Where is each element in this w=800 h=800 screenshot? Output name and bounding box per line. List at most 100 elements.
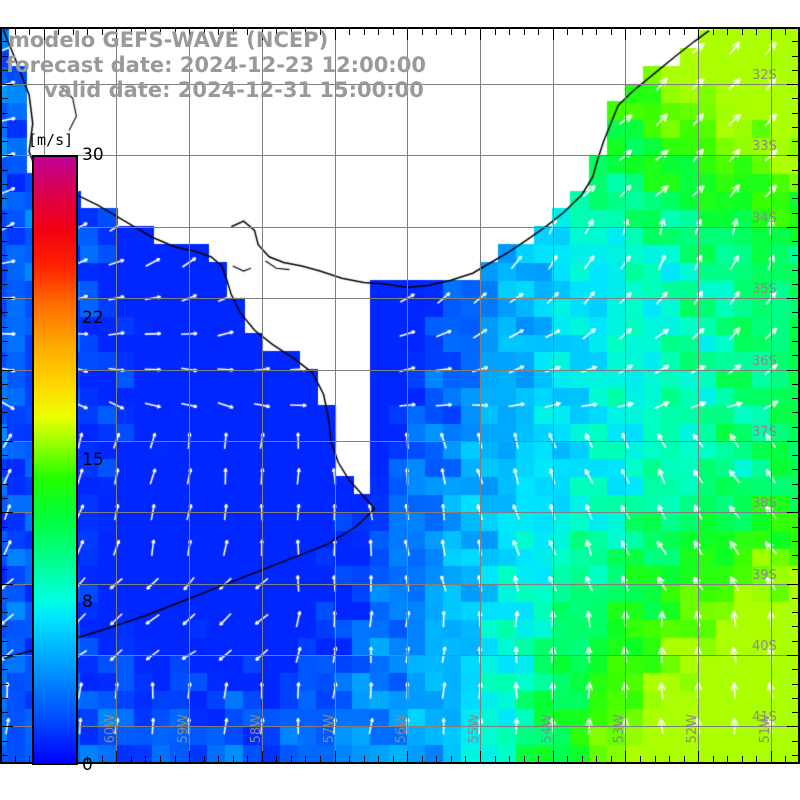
tick-right-lat <box>787 370 798 371</box>
tick-bottom-lon <box>524 756 525 762</box>
tick-bottom-lon <box>713 756 714 762</box>
tick-left-lat <box>2 227 13 228</box>
tick-top-lon <box>233 29 234 35</box>
tick-top-lon <box>131 29 132 35</box>
tick-bottom-lon <box>349 756 350 762</box>
tick-top-lon <box>538 29 539 35</box>
tick-bottom-lon <box>509 756 510 762</box>
tick-top-lon <box>262 29 263 40</box>
tick-bottom-lon <box>698 751 699 762</box>
tick-left-lat <box>2 198 8 199</box>
tick-top-lon <box>785 29 786 35</box>
tick-left-lat <box>2 41 8 42</box>
tick-left-lat <box>2 441 13 442</box>
tick-bottom-lon <box>640 756 641 762</box>
tick-top-lon <box>567 29 568 35</box>
colorbar-units-label: [m/s] <box>28 131 74 149</box>
tick-bottom-lon <box>785 756 786 762</box>
tick-right-lat <box>792 70 798 71</box>
grid-line-lat-37S <box>0 441 800 442</box>
tick-bottom-lon <box>495 756 496 762</box>
lon-label-59W: 59W <box>176 714 192 744</box>
lat-label-37S: 37S <box>752 424 777 440</box>
tick-left-lat <box>2 712 8 713</box>
tick-left-lat <box>2 527 8 528</box>
grid-line-lon-53W <box>625 27 626 764</box>
tick-top-lon <box>524 29 525 35</box>
tick-left-lat <box>2 412 8 413</box>
tick-bottom-lon <box>102 756 103 762</box>
tick-bottom-lon <box>756 756 757 762</box>
tick-left-lat <box>2 255 8 256</box>
tick-left-lat <box>2 384 8 385</box>
lon-label-52W: 52W <box>685 714 701 744</box>
tick-right-lat <box>787 655 798 656</box>
tick-left-lat <box>2 469 8 470</box>
tick-bottom-lon <box>233 756 234 762</box>
lat-label-36S: 36S <box>752 353 777 369</box>
tick-right-lat <box>792 255 798 256</box>
tick-bottom-lon <box>625 751 626 762</box>
colorbar-label-15: 15 <box>82 450 104 470</box>
tick-left-lat <box>2 498 8 499</box>
tick-right-lat <box>792 355 798 356</box>
tick-left-lat <box>2 184 8 185</box>
lon-label-58W: 58W <box>248 714 264 744</box>
tick-top-lon <box>727 29 728 35</box>
tick-right-lat <box>792 455 798 456</box>
tick-left-lat <box>2 170 8 171</box>
colorbar-gradient <box>32 155 78 765</box>
lon-label-55W: 55W <box>467 714 482 744</box>
tick-left-lat <box>2 455 8 456</box>
tick-bottom-lon <box>727 756 728 762</box>
tick-left-lat <box>2 370 13 371</box>
tick-bottom-lon <box>393 756 394 762</box>
frame-left-edge <box>0 27 2 764</box>
tick-right-lat <box>792 312 798 313</box>
tick-right-lat <box>792 270 798 271</box>
tick-left-lat <box>2 484 8 485</box>
tick-right-lat <box>792 598 798 599</box>
tick-bottom-lon <box>422 756 423 762</box>
tick-left-lat <box>2 84 13 85</box>
lon-label-53W: 53W <box>612 714 628 744</box>
tick-bottom-lon <box>116 751 117 762</box>
tick-top-lon <box>335 29 336 40</box>
tick-right-lat <box>792 341 798 342</box>
tick-right-lat <box>792 626 798 627</box>
tick-top-lon <box>509 29 510 35</box>
tick-top-lon <box>625 29 626 40</box>
tick-top-lon <box>422 29 423 35</box>
tick-bottom-lon <box>87 756 88 762</box>
tick-bottom-lon <box>29 756 30 762</box>
tick-bottom-lon <box>145 756 146 762</box>
tick-right-lat <box>792 469 798 470</box>
tick-right-lat <box>792 641 798 642</box>
tick-left-lat <box>2 327 8 328</box>
colorbar-label-0: 0 <box>82 755 93 775</box>
tick-right-lat <box>787 227 798 228</box>
tick-bottom-lon <box>15 756 16 762</box>
tick-top-lon <box>320 29 321 35</box>
tick-right-lat <box>787 512 798 513</box>
tick-right-lat <box>787 155 798 156</box>
colorbar-label-8: 8 <box>82 592 93 613</box>
tick-bottom-lon <box>189 751 190 762</box>
tick-top-lon <box>655 29 656 35</box>
lat-label-41S: 41S <box>752 710 777 726</box>
tick-top-lon <box>771 29 772 40</box>
tick-right-lat <box>792 327 798 328</box>
grid-line-lon-55W <box>480 27 481 764</box>
tick-right-lat <box>792 141 798 142</box>
tick-right-lat <box>787 726 798 727</box>
tick-bottom-lon <box>320 756 321 762</box>
lat-label-33S: 33S <box>752 139 777 155</box>
tick-bottom-lon <box>771 751 772 762</box>
tick-bottom-lon <box>669 756 670 762</box>
tick-right-lat <box>792 412 798 413</box>
lat-label-32S: 32S <box>752 68 777 84</box>
tick-right-lat <box>792 184 798 185</box>
tick-right-lat <box>792 684 798 685</box>
tick-left-lat <box>2 626 8 627</box>
